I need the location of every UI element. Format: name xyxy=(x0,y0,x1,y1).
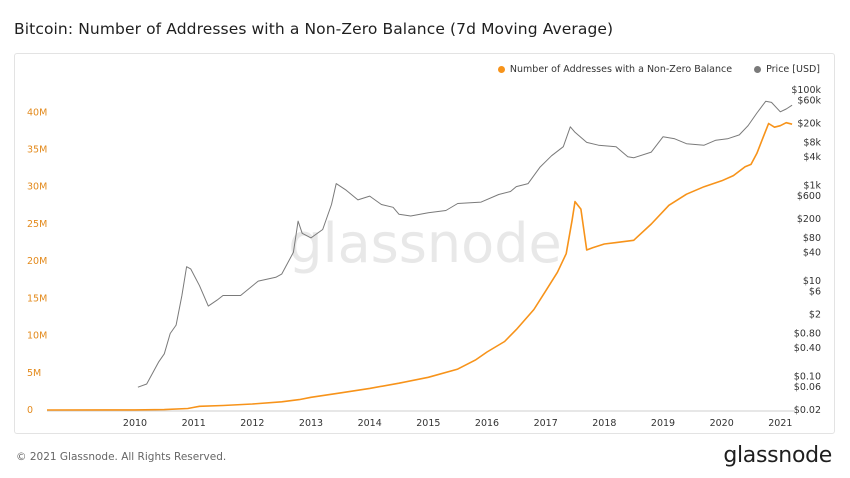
y-right-tick-label-12: $1k xyxy=(803,181,821,192)
x-tick-label-2020: 2020 xyxy=(710,418,734,429)
x-tick-label-2021: 2021 xyxy=(768,418,792,429)
y-right-tick-label-8: $40 xyxy=(803,247,821,258)
series-line-addresses xyxy=(46,121,793,411)
y-right-tick-label-14: $8k xyxy=(803,137,821,148)
y-right-tick-label-1: $0.06 xyxy=(794,382,821,393)
y-right-tick-label-15: $20k xyxy=(797,118,821,129)
watermark-text: glassnode xyxy=(288,212,561,275)
y-right-tick-label-16: $60k xyxy=(797,96,821,107)
y-left-tick-label-5: 25M xyxy=(27,219,47,230)
y-right-tick-label-5: $2 xyxy=(809,309,821,320)
x-tick-label-2013: 2013 xyxy=(299,418,323,429)
legend-label-price: Price [USD] xyxy=(766,64,820,75)
chart-title: Bitcoin: Number of Addresses with a Non-… xyxy=(14,20,614,38)
y-right-tick-label-0: $0.02 xyxy=(794,405,821,416)
y-right-tick-label-4: $0.80 xyxy=(794,328,821,339)
y-right-tick-label-3: $0.40 xyxy=(794,343,821,354)
legend-label-addresses: Number of Addresses with a Non-Zero Bala… xyxy=(509,64,733,75)
series-line-price xyxy=(137,100,793,388)
y-left-tick-label-3: 15M xyxy=(27,293,47,304)
x-tick-label-2012: 2012 xyxy=(240,418,264,429)
x-tick-label-2011: 2011 xyxy=(182,418,206,429)
legend-dot-addresses xyxy=(497,66,505,73)
legend-item-price[interactable]: Price [USD] xyxy=(754,64,820,75)
y-right-tick-label-17: $100k xyxy=(791,85,821,96)
chart-panel xyxy=(14,53,835,434)
y-right-tick-label-9: $80 xyxy=(803,233,821,244)
y-right-tick-label-7: $10 xyxy=(803,276,821,287)
legend-item-addresses[interactable]: Number of Addresses with a Non-Zero Bala… xyxy=(497,64,733,75)
x-tick-label-2014: 2014 xyxy=(358,418,382,429)
y-left-tick-label-6: 30M xyxy=(27,182,47,193)
y-right-tick-label-6: $6 xyxy=(809,287,821,298)
y-right-tick-label-13: $4k xyxy=(803,152,821,163)
y-left-tick-label-8: 40M xyxy=(27,107,47,118)
x-tick-label-2017: 2017 xyxy=(534,418,558,429)
x-tick-label-2016: 2016 xyxy=(475,418,499,429)
y-left-tick-label-7: 35M xyxy=(27,145,47,156)
copyright-footer: © 2021 Glassnode. All Rights Reserved. xyxy=(16,451,227,463)
x-tick-label-2018: 2018 xyxy=(592,418,616,429)
y-left-tick-label-2: 10M xyxy=(27,331,47,342)
y-right-tick-label-10: $200 xyxy=(797,214,821,225)
y-left-tick-label-0: 0 xyxy=(27,405,33,416)
x-tick-label-2010: 2010 xyxy=(123,418,147,429)
y-left-tick-label-4: 20M xyxy=(27,256,47,267)
legend-dot-price xyxy=(754,66,762,73)
y-left-tick-label-1: 5M xyxy=(27,368,41,379)
y-right-tick-label-2: $0.10 xyxy=(794,372,821,383)
y-right-tick-label-11: $600 xyxy=(797,191,821,202)
glassnode-logo[interactable]: glassnode xyxy=(723,443,832,468)
x-tick-label-2019: 2019 xyxy=(651,418,675,429)
chart-legend: Number of Addresses with a Non-Zero Bala… xyxy=(497,64,820,75)
x-tick-label-2015: 2015 xyxy=(416,418,440,429)
